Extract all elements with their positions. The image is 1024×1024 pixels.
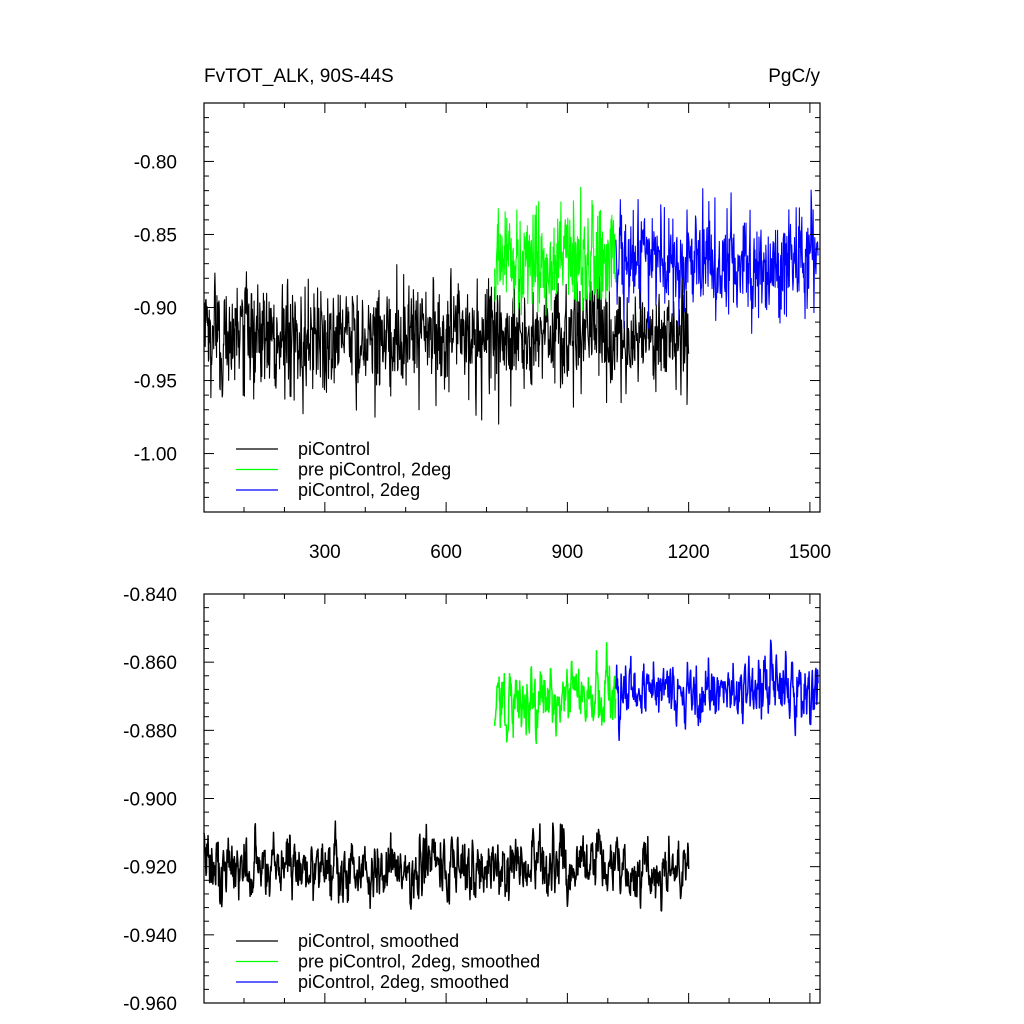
bottom-series-layer: [203, 639, 819, 912]
bottom-panel: -0.960 -0.940 -0.920 -0.900 -0.880 -0.860 -0.8…: [123, 585, 821, 1015]
bottom-plot-frame: [203, 593, 821, 1004]
top-plot-frame: [203, 102, 821, 513]
y-tick-label: -0.940: [123, 926, 177, 947]
series-line-1: [203, 258, 690, 425]
x-tick-label: 900: [552, 542, 584, 563]
y-tick-label: -0.960: [123, 994, 177, 1015]
x-tick-label: 1200: [667, 542, 709, 563]
x-tick-label: 600: [430, 542, 462, 563]
y-tick-label: -0.880: [123, 721, 177, 742]
y-tick-label: -0.80: [134, 152, 177, 173]
y-tick-label: -1.00: [134, 445, 177, 466]
series-line-2: [494, 186, 617, 316]
y-tick-label: -0.920: [123, 858, 177, 879]
y-tick-label: -0.840: [123, 585, 177, 606]
y-tick-label: -0.95: [134, 372, 177, 393]
legend-label-3: piControl, 2deg, smoothed: [298, 972, 509, 992]
top-units: PgC/y: [768, 66, 820, 87]
top-series-layer: [203, 186, 819, 425]
legend-label-2: pre piControl, 2deg, smoothed: [298, 952, 540, 972]
legend-label-1: piControl, smoothed: [298, 931, 459, 951]
top-tick-layer: 300 600 900 1200 1500 -1.00 -0.95 -0.90 -0.85 -0.…: [134, 102, 831, 563]
y-tick-label: -0.860: [123, 653, 177, 674]
legend-label-2: pre piControl, 2deg: [298, 460, 451, 480]
top-panel: FvTOT_ALK, 90S-44S PgC/y 300 600 900 1200 15…: [134, 66, 831, 563]
series-line-3: [615, 639, 819, 742]
x-tick-label: 300: [309, 542, 341, 563]
y-tick-label: -0.900: [123, 790, 177, 811]
series-line-1: [203, 820, 690, 912]
legend-label-1: piControl: [298, 439, 370, 459]
y-tick-label: -0.90: [134, 299, 177, 320]
series-line-2: [493, 642, 617, 745]
x-tick-label: 1500: [789, 542, 831, 563]
y-tick-label: -0.85: [134, 225, 177, 246]
bottom-tick-layer: -0.960 -0.940 -0.920 -0.900 -0.880 -0.860 -0.8…: [123, 585, 820, 1015]
top-title: FvTOT_ALK, 90S-44S: [204, 66, 394, 87]
series-line-3: [615, 188, 819, 334]
legend-label-3: piControl, 2deg: [298, 480, 420, 500]
